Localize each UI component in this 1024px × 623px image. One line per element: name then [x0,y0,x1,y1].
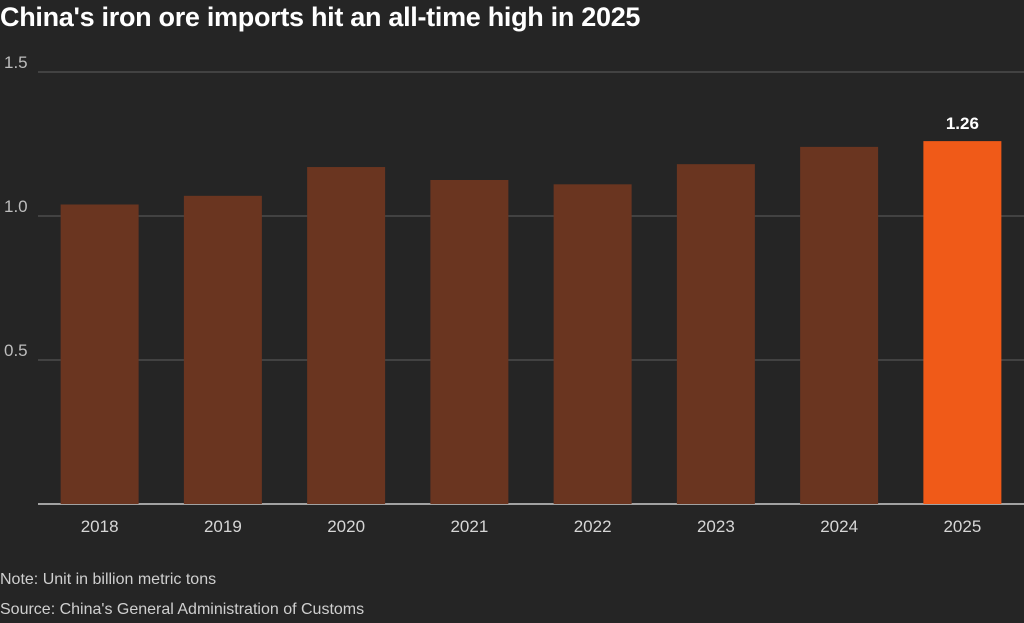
bar-2022 [553,184,632,504]
x-tick-label: 2019 [204,517,242,536]
bar-2020 [307,167,386,505]
x-tick-label: 2025 [943,517,981,536]
bar-2024 [800,146,879,504]
x-tick-label: 2018 [81,517,119,536]
bars [60,141,1002,505]
data-label-highlight: 1.26 [946,114,979,133]
source-note: Source: China's General Administration o… [0,601,365,618]
labels: 0.5 1.0 1.5 2018 2019 2020 2021 2022 2023 2024 202… [4,53,981,536]
bar-2021 [430,180,509,504]
bar-2018 [60,204,139,505]
bar-2023 [676,164,755,504]
x-tick-label: 2020 [327,517,365,536]
x-tick-label: 2023 [697,517,735,536]
y-tick-label: 1.0 [4,197,28,216]
bar-2019 [183,195,262,504]
chart-title: China's iron ore imports hit an all-time… [0,2,641,32]
x-tick-label: 2022 [574,517,612,536]
unit-note: Note: Unit in billion metric tons [0,571,217,588]
y-tick-label: 1.5 [4,53,28,72]
y-tick-label: 0.5 [4,341,28,360]
bar-2025 [923,141,1002,504]
bar-chart: 0.5 1.0 1.5 2018 2019 2020 2021 2022 2023 2024 202… [4,53,1024,536]
x-tick-label: 2021 [450,517,488,536]
x-tick-label: 2024 [820,517,858,536]
